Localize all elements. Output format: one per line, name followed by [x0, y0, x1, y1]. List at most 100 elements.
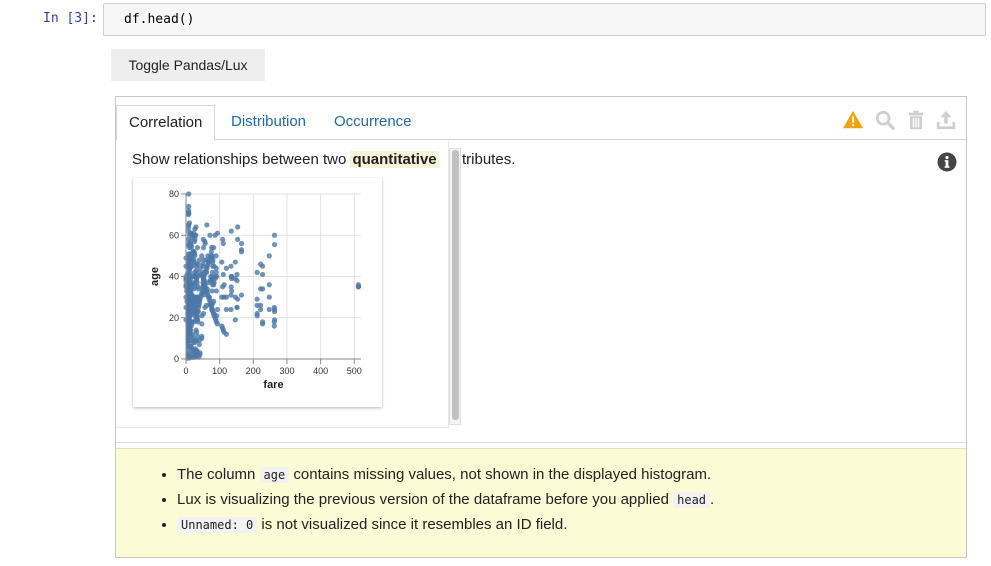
code-chip: age	[259, 467, 290, 483]
scatter-point	[259, 271, 266, 278]
tab-description: Show relationships between two quantitat…	[132, 151, 439, 168]
scatter-point	[184, 298, 190, 304]
warning-icon[interactable]	[842, 109, 864, 131]
scatter-point	[214, 313, 220, 319]
scatter-point	[195, 308, 201, 315]
x-tick-label: 400	[313, 366, 328, 376]
warning-item: Unnamed: 0 is not visualized since it re…	[177, 516, 714, 534]
x-tick-label: 0	[183, 366, 188, 376]
info-icon[interactable]	[937, 152, 957, 172]
code-cell[interactable]: df.head()	[103, 3, 986, 36]
tab-bar: Correlation Distribution Occurrence	[116, 97, 966, 141]
scatter-point	[234, 278, 240, 284]
scatter-point	[185, 350, 191, 356]
scatter-point	[259, 286, 266, 292]
toggle-pandas-lux-button[interactable]: Toggle Pandas/Lux	[111, 49, 265, 81]
scatter-point	[209, 245, 215, 251]
scatter-point	[201, 257, 207, 263]
y-tick-label: 60	[169, 230, 179, 240]
scatter-point	[186, 212, 192, 218]
scatter-point	[199, 321, 205, 327]
scatter-point	[220, 271, 226, 278]
x-tick-label: 100	[212, 366, 227, 376]
scatter-point	[228, 228, 234, 234]
scatter-point	[235, 224, 241, 230]
scatter-point	[188, 292, 194, 298]
code-chip: Unnamed: 0	[177, 517, 258, 533]
scatter-point	[355, 284, 362, 290]
scatter-point	[258, 261, 264, 267]
tab-occurrence[interactable]: Occurrence	[334, 113, 412, 130]
scatter-point	[194, 333, 201, 339]
scatter-point	[193, 267, 199, 273]
scatter-point	[188, 282, 194, 288]
warning-item: The column age contains missing values, …	[177, 466, 714, 484]
scatter-point	[196, 257, 202, 263]
scatter-point	[228, 284, 234, 290]
description-prefix: Show relationships between two	[132, 151, 351, 168]
warning-item: Lux is visualizing the previous version …	[177, 491, 714, 509]
scatter-point	[220, 240, 226, 247]
scatter-point	[271, 232, 278, 238]
scatter-point	[271, 308, 278, 315]
scrollbar-thumb[interactable]	[452, 150, 459, 420]
y-axis-label: age	[149, 267, 161, 286]
trash-icon[interactable]	[905, 109, 927, 131]
x-tick-label: 500	[347, 366, 362, 376]
scatter-point	[235, 236, 241, 242]
export-icon[interactable]	[935, 109, 957, 131]
scatter-point	[228, 292, 234, 298]
chart-points	[183, 191, 362, 361]
scatter-chart[interactable]: 0 100 200 300 400 500 0 20 40 60 80 fare age	[133, 178, 382, 407]
scatter-point	[192, 339, 198, 346]
scatter-point	[229, 288, 235, 294]
scatter-point	[209, 275, 215, 282]
y-tick-label: 80	[169, 189, 179, 199]
scatter-point	[193, 329, 200, 335]
code-chip: head	[673, 492, 711, 508]
scatter-point	[259, 321, 266, 327]
chart-card[interactable]: 0 100 200 300 400 500 0 20 40 60 80 fare age	[133, 178, 382, 407]
scatter-point	[188, 327, 194, 333]
lux-widget: Correlation Distribution Occurrence Show…	[115, 96, 967, 558]
scatter-point	[266, 294, 272, 300]
scatter-point	[195, 284, 201, 290]
scatter-point	[195, 319, 201, 325]
scatter-point	[186, 203, 192, 209]
scatter-point	[266, 253, 272, 259]
scatter-point	[192, 226, 198, 232]
scatter-point	[266, 282, 272, 288]
scatter-point	[199, 253, 205, 259]
cell-prompt: In [3]:	[43, 11, 98, 26]
search-icon[interactable]	[874, 109, 896, 131]
scatter-point	[234, 304, 240, 311]
scatter-point	[193, 263, 199, 269]
vis-content-frame	[116, 141, 449, 428]
scatter-point	[214, 306, 221, 313]
scatter-point	[186, 228, 192, 234]
scatter-point	[254, 313, 260, 319]
code-text[interactable]: df.head()	[124, 12, 195, 27]
scatter-point	[197, 265, 203, 271]
scatter-point	[211, 282, 217, 288]
tab-correlation[interactable]: Correlation	[116, 105, 216, 141]
scatter-point	[212, 232, 218, 238]
scatter-point	[200, 236, 206, 242]
scatter-point	[197, 352, 203, 358]
scatter-point	[258, 306, 264, 313]
scatter-point	[219, 259, 225, 265]
chart-axes: 0 100 200 300 400 500 0 20 40 60 80	[169, 189, 362, 376]
scatter-point	[200, 245, 207, 251]
scatter-point	[186, 232, 193, 238]
scatter-point	[271, 304, 277, 311]
scatter-point	[266, 306, 272, 313]
scatter-point	[232, 317, 238, 323]
scatter-point	[200, 280, 206, 286]
scatter-point	[223, 306, 229, 313]
tab-distribution[interactable]: Distribution	[231, 113, 307, 130]
description-tail: tributes.	[462, 151, 516, 168]
scatter-point	[185, 236, 192, 242]
scatter-point	[228, 306, 234, 313]
y-tick-label: 0	[174, 354, 179, 364]
scatter-point	[258, 302, 264, 308]
